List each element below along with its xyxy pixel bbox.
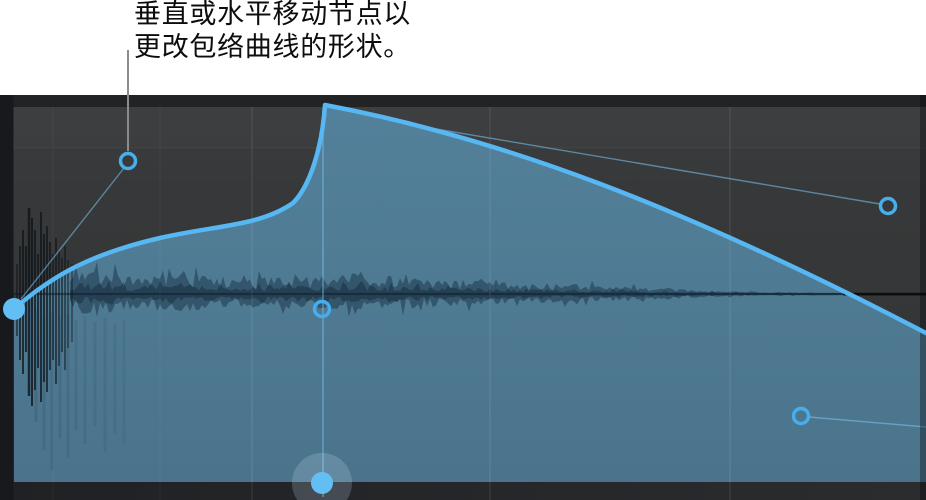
node-leader-line [20,167,125,300]
waveform-centerline [13,292,843,296]
waveform-band [70,262,843,318]
envelope-node-start[interactable] [3,298,25,320]
node-leader-line [429,127,881,205]
annotation-line-1: 垂直或水平移动节点以 [134,0,411,29]
waveform-editor-panel[interactable] [0,95,926,500]
annotation-line-2: 更改包络曲线的形状。 [134,32,411,62]
right-edge-strip [920,95,926,500]
envelope-editor-canvas[interactable] [0,95,926,500]
envelope-node-time[interactable] [311,472,333,494]
node-leader-line [808,416,926,428]
envelope-handle-end[interactable] [791,406,811,426]
top-edge-strip [0,95,926,107]
envelope-curve[interactable] [11,102,926,336]
left-edge-strip [0,95,14,500]
waveform-centerline-tail [843,292,926,296]
bottom-edge-strip [0,482,926,500]
waveform-band-core [70,280,843,305]
envelope-handle-decay[interactable] [312,299,332,319]
envelope-handle-attack[interactable] [118,151,138,171]
annotation-text: 垂直或水平移动节点以 更改包络曲线的形状。 [134,0,411,64]
callout-leader-line [126,50,129,151]
envelope-handle-release[interactable] [878,196,898,216]
